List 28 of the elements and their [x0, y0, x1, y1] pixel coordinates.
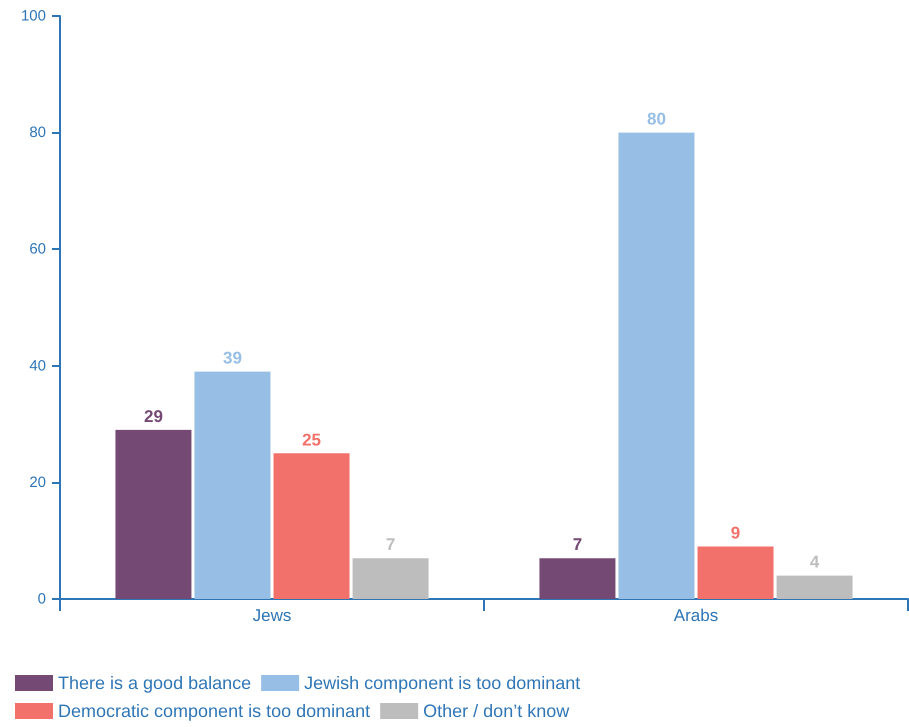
y-tick-label: 40: [29, 357, 46, 374]
data-label: 39: [223, 348, 242, 368]
y-tick-label: 100: [20, 8, 46, 24]
y-tick-label: 20: [29, 474, 46, 491]
bar: [539, 558, 616, 599]
x-tick-label: Arabs: [674, 606, 718, 625]
bar: [352, 558, 429, 599]
y-tick-label: 60: [29, 240, 46, 258]
bar: [698, 546, 774, 599]
data-label: 7: [572, 535, 582, 554]
legend-label: Other / don’t know: [423, 701, 570, 721]
data-label: 9: [730, 524, 740, 543]
data-label: 80: [647, 110, 666, 129]
bar: [776, 576, 853, 599]
bar: [274, 453, 350, 599]
bar: [618, 132, 694, 599]
data-label: 25: [302, 430, 321, 450]
legend-label: Jewish component is too dominant: [304, 673, 580, 693]
y-tick-label: 80: [29, 124, 46, 142]
bar: [115, 430, 192, 599]
x-tick-label: Jews: [252, 606, 292, 625]
legend-label: There is a good balance: [58, 673, 252, 693]
legend-label: Democratic component is too dominant: [58, 701, 370, 721]
data-label: 4: [810, 552, 820, 572]
data-label: 29: [144, 406, 163, 426]
y-tick-label: 0: [38, 590, 46, 608]
bar: [194, 372, 270, 599]
data-label: 7: [386, 535, 396, 554]
